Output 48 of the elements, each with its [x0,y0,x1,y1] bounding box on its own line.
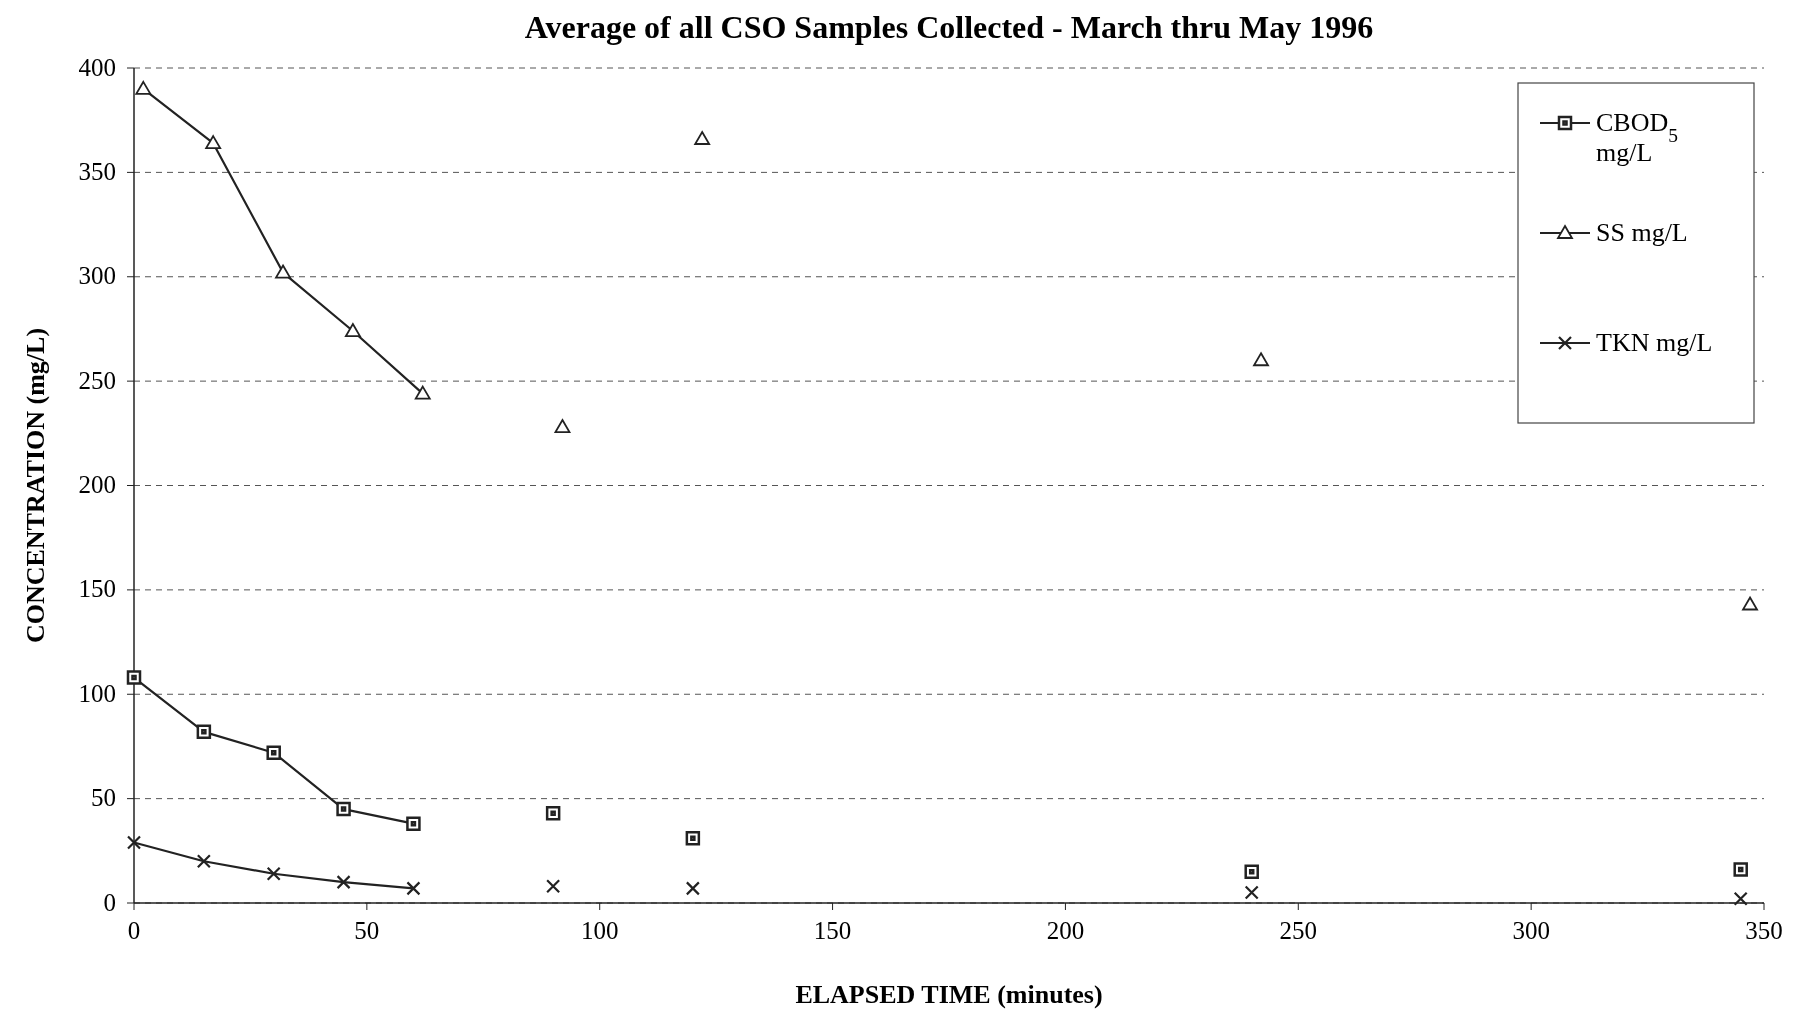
point [1742,596,1758,611]
y-tick-label: 400 [78,53,116,81]
legend-label: CBOD$_{5}$ mg/L [1596,108,1678,167]
point [694,131,711,145]
point [546,879,561,894]
point [205,135,222,150]
point [336,875,351,890]
x-tick-label: 350 [1745,917,1783,944]
point [406,881,421,896]
x-tick-label: 200 [1046,917,1085,944]
x-tick-label: 100 [580,917,619,944]
y-tick-label: 350 [78,157,116,185]
point [685,881,700,896]
y-tick-label: 50 [91,784,116,812]
point [1733,862,1748,877]
y-tick-label: 200 [78,471,116,498]
point [196,854,211,869]
legend-label: TKN mg/L [1596,328,1713,357]
x-tick-label: 300 [1512,917,1550,944]
y-tick-label: 0 [103,888,116,916]
y-tick-label: 300 [78,262,116,290]
point [266,866,281,881]
point [1253,352,1269,367]
point [1244,864,1259,879]
point [135,80,152,95]
x-tick-label: 150 [813,917,852,944]
x-tick-label: 250 [1279,917,1318,944]
x-axis-title: ELAPSED TIME (minutes) [795,980,1103,1009]
point [406,816,421,831]
point [336,801,351,817]
point [126,670,142,685]
point [275,264,291,279]
point [414,385,431,400]
point [1244,885,1259,900]
y-tick-label: 100 [78,679,116,707]
point [554,419,571,433]
point [685,831,701,846]
legend-label: SS mg/L [1596,218,1688,247]
x-tick-label: 0 [127,917,141,944]
y-tick-label: 250 [78,366,116,394]
point [266,745,281,760]
point [126,835,142,850]
x-tick-label: 50 [354,917,380,944]
y-tick-label: 150 [78,575,116,603]
y-axis-title: CONCENTRATION (mg/L) [21,327,50,644]
chart-title: Average of all CSO Samples Collected - March thru May 1996 [524,9,1374,45]
point [1733,891,1748,906]
point [344,323,361,337]
